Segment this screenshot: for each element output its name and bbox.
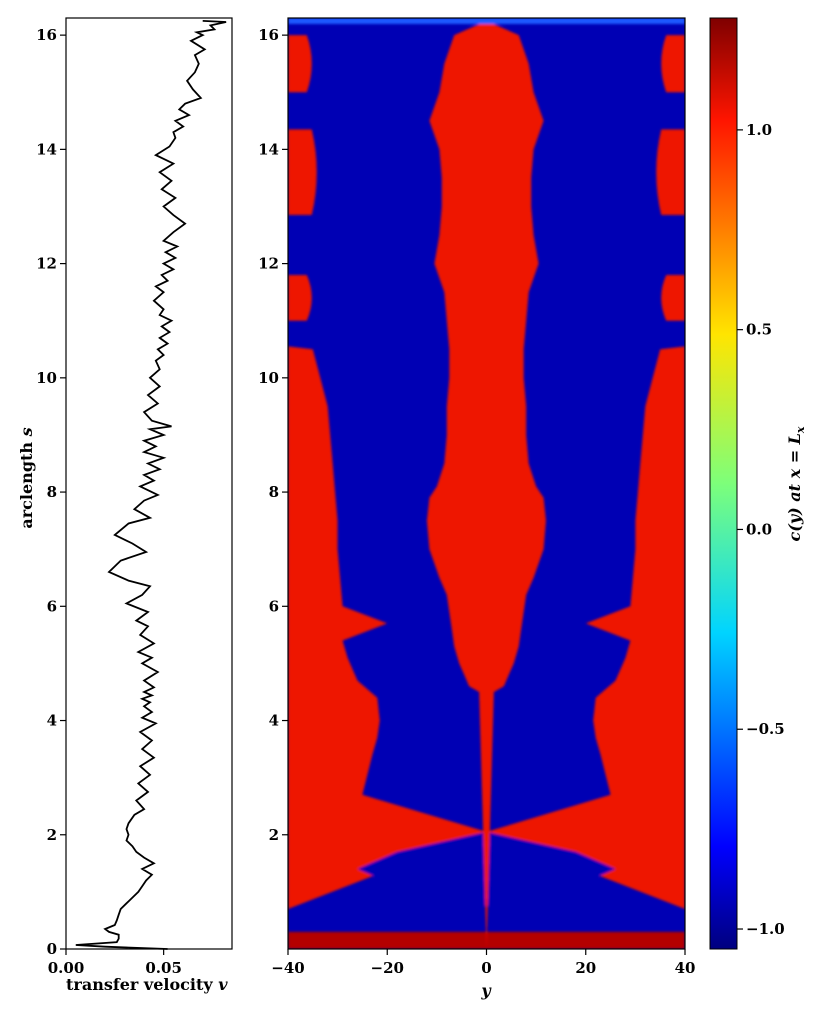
left-x-tick-label: 0.00: [48, 959, 85, 977]
left-y-tick-label: 6: [47, 597, 57, 615]
heatmap-x-tick-label: −20: [371, 959, 404, 977]
heatmap-y-tick-label: 8: [269, 483, 279, 501]
heatmap-side-bulge-left: [288, 275, 312, 321]
colorbar-tick-label: 1.0: [746, 121, 772, 139]
heatmap-side-bulge-left: [288, 35, 312, 93]
left-y-tick-label: 12: [36, 255, 57, 273]
heatmap-field: [288, 18, 685, 949]
colorbar: −1.0 −0.5 0.0 0.5 1.0 c(y) at x = Lx: [709, 17, 807, 950]
heatmap-x-tick-label: −40: [271, 959, 304, 977]
heatmap-y-ticks: 2 4 6 8 10 12 14 16: [258, 26, 288, 844]
colorbar-gradient: [709, 17, 738, 950]
left-y-tick-label: 0: [47, 940, 57, 958]
left-y-ticks: 0 2 4 6 8 10 12 14 16: [36, 26, 66, 958]
colorbar-tick-label: −0.5: [746, 720, 785, 738]
left-y-tick-label: 14: [36, 140, 57, 158]
left-x-axis-label: transfer velocity v: [66, 975, 228, 994]
heatmap-side-bulge-right: [661, 275, 685, 321]
heatmap-y-tick-label: 6: [269, 597, 279, 615]
heatmap-red-region-right: [486, 346, 685, 949]
heatmap-side-bulge-right: [661, 35, 685, 93]
left-y-tick-label: 8: [47, 483, 57, 501]
heatmap-x-tick-label: 0: [481, 959, 491, 977]
left-x-tick-label: 0.05: [145, 959, 182, 977]
colorbar-tick-label: 0.0: [746, 520, 772, 538]
heatmap-x-tick-label: 40: [675, 959, 696, 977]
left-y-tick-label: 16: [36, 26, 57, 44]
left-y-axis-label: arclength s: [17, 427, 36, 528]
left-y-tick-label: 4: [47, 712, 57, 730]
heatmap-center-stripe: [426, 20, 546, 949]
left-panel: 0 2 4 6 8 10 12 14 16 0.00 0.05 transfer velocity…: [17, 17, 233, 994]
heatmap-top-band: [288, 18, 685, 24]
heatmap-red-region-left: [288, 346, 487, 949]
heatmap-x-tick-label: 20: [575, 959, 596, 977]
colorbar-label: c(y) at x = Lx: [785, 426, 807, 541]
left-y-tick-label: 10: [36, 369, 57, 387]
heatmap-x-ticks: −40 −20 0 20 40: [271, 949, 695, 977]
left-x-ticks: 0.00 0.05: [48, 949, 182, 977]
colorbar-tick-label: 0.5: [746, 321, 772, 339]
heatmap-y-tick-label: 12: [258, 255, 279, 273]
heatmap-y-tick-label: 10: [258, 369, 279, 387]
colorbar-tick-label: −1.0: [746, 920, 785, 938]
heatmap-y-tick-label: 2: [269, 826, 279, 844]
heatmap-y-tick-label: 14: [258, 140, 279, 158]
heatmap-y-tick-label: 16: [258, 26, 279, 44]
velocity-line: [75, 20, 227, 950]
heatmap-side-bulge-right: [656, 129, 685, 216]
colorbar-ticks: −1.0 −0.5 0.0 0.5 1.0: [737, 121, 785, 938]
heatmap-panel: 2 4 6 8 10 12 14 16 −40 −20 0 20 40 y: [258, 17, 695, 1000]
heatmap-x-axis-label: y: [480, 981, 492, 1000]
left-y-tick-label: 2: [47, 826, 57, 844]
heatmap-side-bulge-left: [288, 129, 317, 216]
heatmap-y-tick-label: 4: [269, 712, 279, 730]
